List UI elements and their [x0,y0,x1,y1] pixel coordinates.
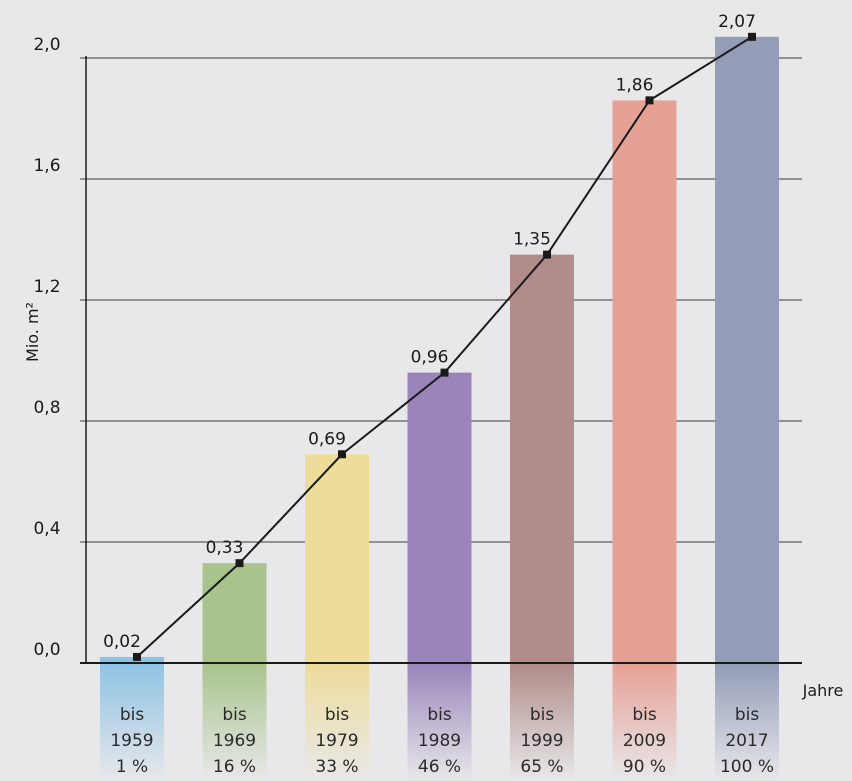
trend-point [235,559,244,568]
axis-layer [80,56,802,664]
trend-point [748,32,756,41]
category-label: 46 % [418,757,461,777]
value-label: 0,69 [308,429,346,449]
bar [612,100,677,664]
category-label: bis [530,705,555,725]
value-label: 2,07 [718,12,756,32]
grid-layer [80,57,802,543]
trend-line-layer [133,32,756,661]
bar [100,656,164,663]
category-label: 16 % [213,757,256,777]
y-tick-label: 0,4 [33,519,60,539]
value-label: 0,96 [411,348,449,368]
trend-point [440,368,449,377]
category-label: 65 % [520,757,563,777]
bar [407,372,472,663]
trend-point [645,96,654,105]
category-label: bis [427,705,452,725]
category-block [202,664,267,781]
category-block [612,664,677,781]
category-label: 1 % [116,757,148,777]
category-block [305,664,369,781]
category-label: 2017 [725,731,768,751]
y-tick-label: 0,0 [33,640,60,660]
category-label: 90 % [623,757,666,777]
value-label: 0,33 [206,538,244,558]
value-label: 1,86 [616,75,654,95]
category-label: 1959 [110,731,153,751]
trend-point [133,652,141,661]
category-label: bis [222,705,247,725]
bar [510,254,574,663]
value-label: 0,02 [103,632,141,652]
category-label: bis [735,705,760,725]
y-tick-label: 0,8 [33,398,60,418]
bar [715,36,779,663]
bar [305,454,369,663]
bar [202,563,267,663]
y-axis-label: Mio. m² [23,302,42,362]
category-block [100,664,164,781]
category-label: 1999 [520,731,563,751]
category-label: 100 % [720,757,774,777]
category-block [407,664,472,781]
y-tick-label: 1,2 [33,277,60,297]
y-tick-labels: 0,0 0,4 0,8 1,2 1,6 2,0 [33,35,60,660]
category-label: 33 % [315,757,358,777]
category-block [715,664,779,781]
category-label: 1979 [315,731,358,751]
category-label: 2009 [623,731,666,751]
category-block [510,664,574,781]
category-label: 1969 [213,731,256,751]
value-label-layer: 0,02 0,33 0,69 0,96 1,35 1,86 2,07 [103,12,756,652]
trend-point [543,250,551,259]
category-label: bis [632,705,657,725]
x-axis-label: Jahre [802,681,844,700]
trend-point [338,450,346,459]
category-label: bis [120,705,145,725]
y-tick-label: 2,0 [33,35,60,55]
category-label-layer: bis 1959 1 % bis 1969 16 % bis 1979 33 % bis 1989 4… [110,705,774,777]
bar-layer [100,36,779,781]
value-label: 1,35 [513,230,551,250]
y-tick-label: 1,6 [33,156,60,176]
category-label: 1989 [418,731,461,751]
category-label: bis [325,705,350,725]
